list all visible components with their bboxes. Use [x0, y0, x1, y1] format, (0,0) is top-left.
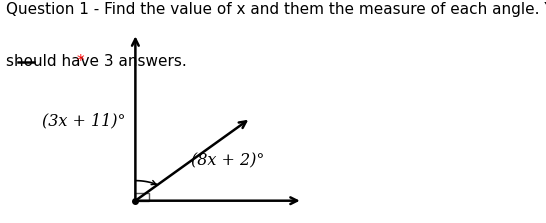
Text: (3x + 11)°: (3x + 11)°	[42, 112, 126, 129]
Text: should have 3 answers.: should have 3 answers.	[6, 54, 192, 68]
Text: Question 1 - Find the value of x and them the measure of each angle. You: Question 1 - Find the value of x and the…	[6, 2, 546, 17]
Text: *: *	[76, 54, 84, 68]
Text: (8x + 2)°: (8x + 2)°	[191, 152, 264, 169]
